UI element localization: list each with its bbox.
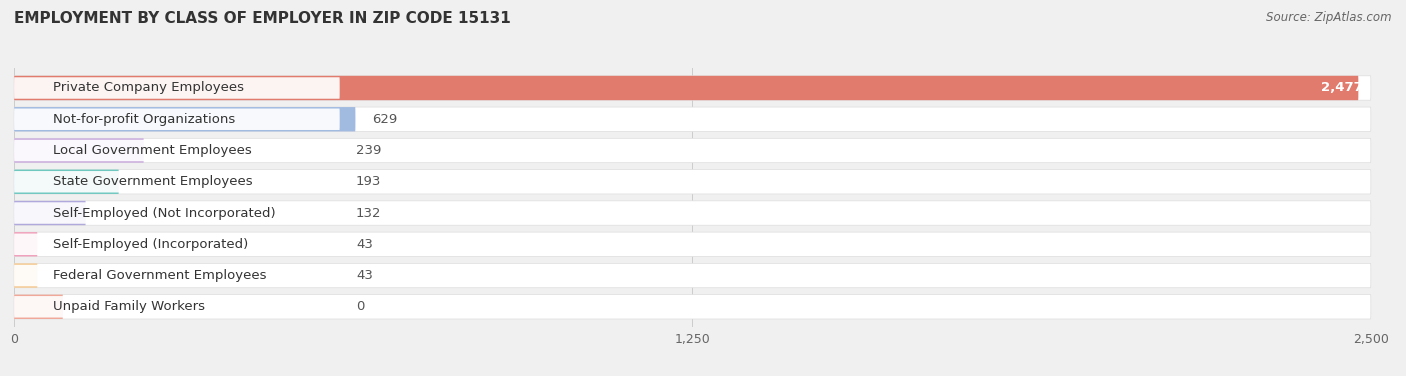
Text: 0: 0 bbox=[356, 300, 364, 313]
Text: Unpaid Family Workers: Unpaid Family Workers bbox=[53, 300, 205, 313]
FancyBboxPatch shape bbox=[14, 295, 1371, 319]
Text: Self-Employed (Incorporated): Self-Employed (Incorporated) bbox=[53, 238, 249, 251]
FancyBboxPatch shape bbox=[14, 138, 143, 163]
FancyBboxPatch shape bbox=[14, 201, 86, 225]
Text: Local Government Employees: Local Government Employees bbox=[53, 144, 252, 157]
FancyBboxPatch shape bbox=[14, 202, 340, 224]
Text: Self-Employed (Not Incorporated): Self-Employed (Not Incorporated) bbox=[53, 206, 276, 220]
FancyBboxPatch shape bbox=[14, 263, 38, 288]
FancyBboxPatch shape bbox=[14, 76, 1371, 100]
FancyBboxPatch shape bbox=[14, 76, 1358, 100]
Text: 239: 239 bbox=[356, 144, 381, 157]
Text: State Government Employees: State Government Employees bbox=[53, 175, 253, 188]
Text: 43: 43 bbox=[356, 238, 373, 251]
Text: 629: 629 bbox=[371, 113, 396, 126]
FancyBboxPatch shape bbox=[14, 201, 1371, 225]
Text: Federal Government Employees: Federal Government Employees bbox=[53, 269, 267, 282]
FancyBboxPatch shape bbox=[14, 263, 1371, 288]
FancyBboxPatch shape bbox=[14, 170, 1371, 194]
FancyBboxPatch shape bbox=[14, 295, 63, 319]
Text: Private Company Employees: Private Company Employees bbox=[53, 82, 245, 94]
FancyBboxPatch shape bbox=[14, 77, 340, 99]
FancyBboxPatch shape bbox=[14, 171, 340, 193]
FancyBboxPatch shape bbox=[14, 170, 118, 194]
Text: 132: 132 bbox=[356, 206, 381, 220]
Text: 193: 193 bbox=[356, 175, 381, 188]
FancyBboxPatch shape bbox=[14, 233, 340, 255]
FancyBboxPatch shape bbox=[14, 138, 1371, 163]
FancyBboxPatch shape bbox=[14, 109, 340, 130]
Text: 2,477: 2,477 bbox=[1322, 82, 1362, 94]
FancyBboxPatch shape bbox=[14, 265, 340, 286]
FancyBboxPatch shape bbox=[14, 232, 1371, 256]
FancyBboxPatch shape bbox=[14, 140, 340, 161]
FancyBboxPatch shape bbox=[14, 107, 1371, 132]
FancyBboxPatch shape bbox=[14, 296, 340, 317]
Text: Source: ZipAtlas.com: Source: ZipAtlas.com bbox=[1267, 11, 1392, 24]
FancyBboxPatch shape bbox=[14, 232, 38, 256]
Text: EMPLOYMENT BY CLASS OF EMPLOYER IN ZIP CODE 15131: EMPLOYMENT BY CLASS OF EMPLOYER IN ZIP C… bbox=[14, 11, 510, 26]
FancyBboxPatch shape bbox=[14, 107, 356, 132]
Text: Not-for-profit Organizations: Not-for-profit Organizations bbox=[53, 113, 235, 126]
Text: 43: 43 bbox=[356, 269, 373, 282]
